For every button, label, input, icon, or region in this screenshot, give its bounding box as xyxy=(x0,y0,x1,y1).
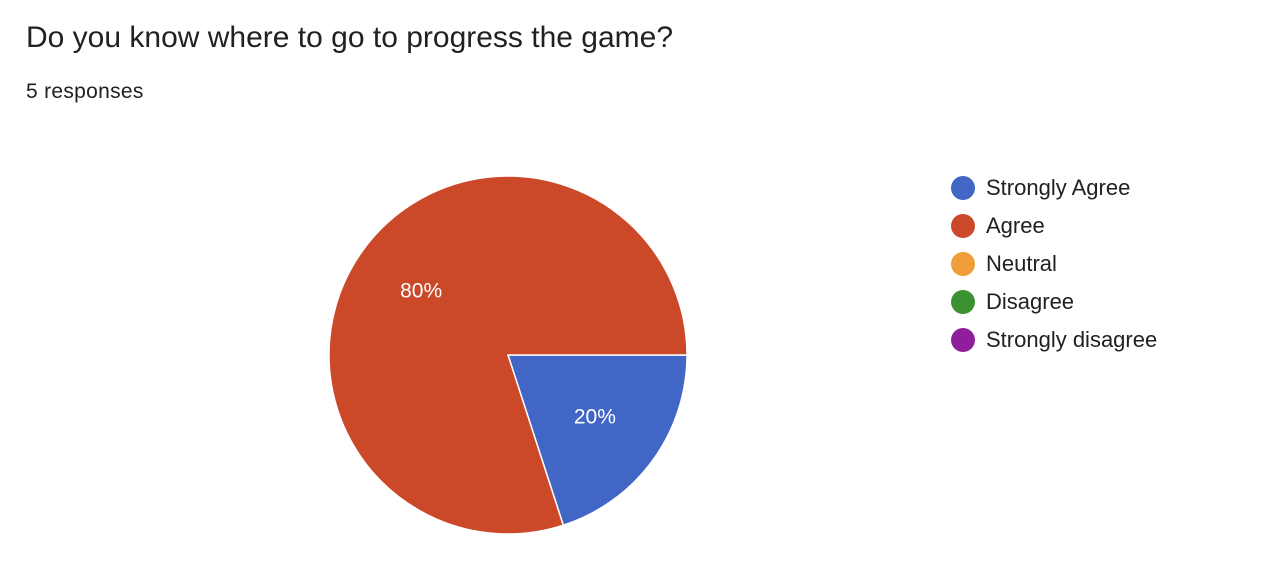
pie-slices xyxy=(328,175,688,535)
legend-item-strongly-agree[interactable]: Strongly Agree xyxy=(951,169,1157,207)
legend-item-strongly-disagree[interactable]: Strongly disagree xyxy=(951,321,1157,359)
slice-percent-label: 20% xyxy=(574,406,616,429)
response-count: 5 responses xyxy=(26,80,144,103)
pie-labels: 20% 80% xyxy=(400,279,616,428)
legend-label: Agree xyxy=(986,213,1045,238)
pie-slice-agree[interactable] xyxy=(328,175,688,535)
legend-swatch xyxy=(951,252,975,276)
legend-label: Neutral xyxy=(986,251,1057,276)
slice-percent-label: 80% xyxy=(400,279,442,302)
legend-swatch xyxy=(951,176,975,200)
legend-swatch xyxy=(951,214,975,238)
legend-label: Strongly disagree xyxy=(986,327,1158,352)
chart-legend: Strongly Agree Agree Neutral Disagree Strong… xyxy=(951,169,1157,359)
legend-swatch xyxy=(951,328,975,352)
legend-swatch xyxy=(951,290,975,314)
legend-label: Disagree xyxy=(986,289,1075,314)
question-title: Do you know where to go to progress the … xyxy=(26,21,674,54)
legend-item-neutral[interactable]: Neutral xyxy=(951,245,1157,283)
legend-item-agree[interactable]: Agree xyxy=(951,207,1157,245)
legend-label: Strongly Agree xyxy=(986,175,1131,200)
pie-slice-strongly-agree[interactable] xyxy=(506,354,688,527)
legend-item-disagree[interactable]: Disagree xyxy=(951,283,1157,321)
